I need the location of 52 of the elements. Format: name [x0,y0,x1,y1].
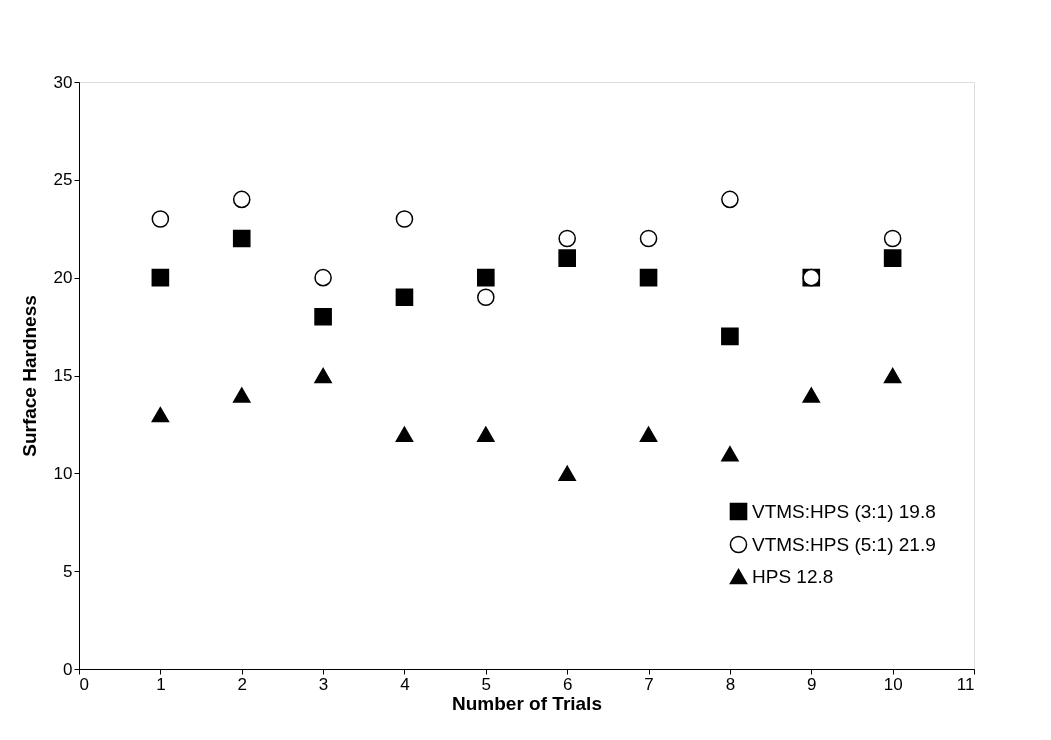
y-tick-label: 5 [63,561,73,581]
x-tick-label: 0 [79,674,89,694]
y-tick-label: 25 [53,170,73,190]
point [395,426,414,442]
point [477,288,495,307]
point [395,210,414,228]
point [151,210,170,228]
point [721,190,739,209]
point [721,446,739,462]
x-tick-label: 11 [956,674,975,694]
point [232,190,251,209]
point [639,426,658,442]
point [314,268,332,287]
y-tick-label: 30 [53,72,73,92]
x-tick-label: 9 [807,674,817,694]
x-tick-label: 7 [644,674,654,694]
point [883,249,902,267]
y-tick-label: 0 [63,659,73,679]
x-tick-label: 8 [725,674,736,694]
point [721,327,739,346]
point [883,367,902,384]
point [314,307,332,326]
point [314,367,332,384]
x-tick-label: 1 [156,674,166,694]
point [883,229,902,248]
y-tick-label: 15 [53,366,73,385]
legend-label: VTMS:HPS (3:1) 19.8 [752,500,936,522]
point [639,229,658,248]
x-axis-title: Number of Trials [452,692,602,714]
point [232,229,251,248]
point [151,406,170,423]
y-tick-label: 20 [53,268,73,288]
x-tick-label: 4 [400,674,410,694]
point [232,387,251,403]
x-tick-label: 3 [318,674,329,694]
x-tick-label: 10 [883,674,903,694]
y-axis-title: Surface Hardness [18,295,40,457]
point [558,465,576,482]
point [802,387,821,403]
x-tick-label: 5 [481,674,492,694]
point [477,426,495,442]
point [395,288,414,307]
point [151,268,170,287]
point [558,249,576,267]
legend-label: VTMS:HPS (5:1) 21.9 [752,533,936,555]
point [639,268,658,287]
legend-label: HPS 12.8 [752,565,834,587]
x-tick-label: 2 [237,674,247,694]
y-tick-label: 10 [53,463,73,483]
x-tick-label: 6 [562,674,573,694]
point [477,268,495,287]
point [558,229,576,248]
